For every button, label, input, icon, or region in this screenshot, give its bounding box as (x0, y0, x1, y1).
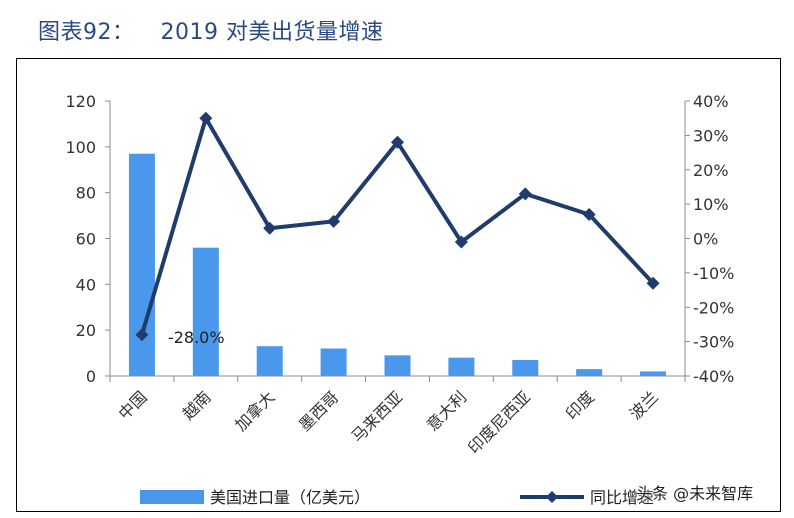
left-tick-label: 40 (76, 275, 96, 294)
legend-line-marker (546, 491, 558, 503)
right-tick-label: 40% (693, 92, 729, 111)
figure-number: 图表92： (38, 20, 135, 45)
right-tick-label: 0% (693, 230, 718, 249)
left-tick-label: 0 (86, 367, 96, 386)
line-point-marker (391, 135, 404, 149)
line-point-marker (454, 235, 468, 249)
x-tick-label: 加拿大 (231, 387, 278, 434)
bar (192, 247, 219, 376)
line-point-marker (199, 111, 213, 125)
right-tick-label: 20% (693, 161, 729, 180)
watermark: 头条 @未来智库 (636, 484, 754, 503)
bar (640, 371, 667, 376)
chart-title: 图表92： 2019 对美出货量增速 (38, 14, 383, 50)
bar (384, 355, 411, 376)
right-tick-label: -40% (693, 367, 734, 386)
bar (576, 369, 603, 376)
right-tick-label: 10% (693, 195, 729, 214)
line-point-marker (327, 214, 341, 228)
right-tick-label: 30% (693, 126, 729, 145)
bar (320, 348, 347, 376)
line-point-marker (582, 207, 596, 221)
left-tick-label: 20 (76, 321, 96, 340)
line-point-marker (518, 187, 532, 201)
left-tick-label: 120 (65, 92, 96, 111)
left-tick-label: 100 (65, 138, 96, 157)
x-tick-label: 印度尼西亚 (464, 387, 534, 457)
line-point-marker (646, 276, 660, 290)
x-tick-label: 波兰 (626, 387, 662, 423)
bar (512, 359, 539, 376)
chart-frame (16, 58, 781, 512)
left-tick-label: 60 (76, 230, 96, 249)
x-tick-label: 中国 (115, 387, 151, 423)
x-tick-label: 印度 (562, 387, 598, 423)
bar (128, 153, 155, 376)
x-tick-label: 马来西亚 (348, 387, 407, 446)
x-tick-label: 意大利 (423, 387, 470, 434)
bar (448, 357, 475, 376)
left-tick-label: 80 (76, 184, 96, 203)
legend-bar-swatch (140, 490, 204, 504)
line-point-marker (135, 328, 149, 342)
right-tick-label: -30% (693, 333, 734, 352)
figure-title: 2019 对美出货量增速 (160, 20, 384, 45)
right-tick-label: -10% (693, 264, 734, 283)
data-label: -28.0% (168, 328, 225, 347)
x-tick-label: 墨西哥 (295, 387, 342, 434)
line-point-marker (263, 221, 277, 235)
legend-bar-label: 美国进口量（亿美元） (210, 488, 370, 507)
legend-line-label: 同比增速 (590, 488, 654, 507)
right-tick-label: -20% (693, 298, 734, 317)
x-tick-label: 越南 (179, 387, 215, 423)
bar (256, 346, 283, 376)
